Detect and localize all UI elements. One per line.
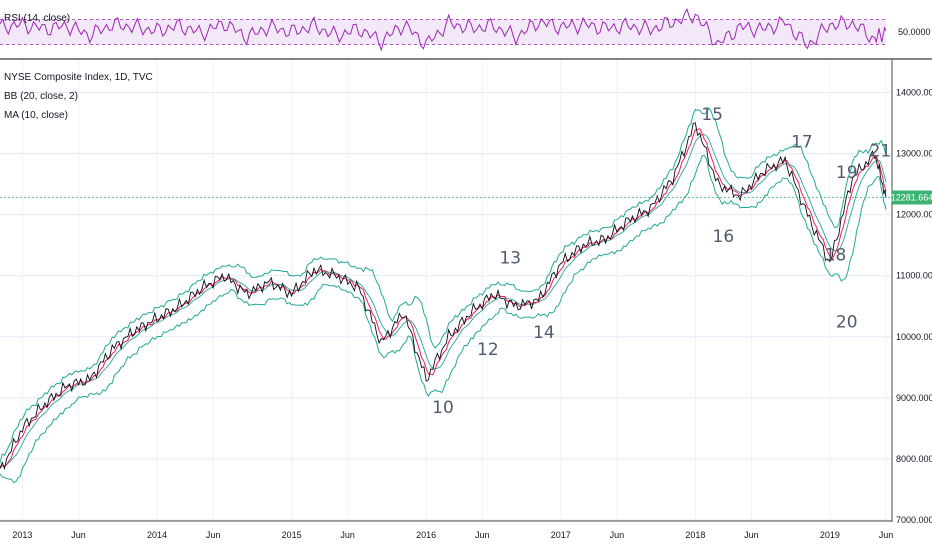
price-tick-label: 9000.000	[896, 393, 932, 403]
wave-label: 21	[870, 142, 892, 162]
rsi-pane[interactable]: RSI (14, close) 50.0000	[0, 7, 931, 52]
wave-label: 18	[825, 245, 847, 265]
time-tick-label: 2013	[12, 530, 32, 540]
last-price-tag: 12281.664	[891, 190, 932, 205]
wave-label: 15	[701, 105, 723, 125]
price-tick-label: 8000.000	[896, 454, 932, 464]
rsi-band	[0, 19, 886, 45]
bollinger-lower-band	[0, 154, 887, 483]
wave-label: 17	[791, 132, 813, 152]
price-tick-label: 12000.000	[896, 210, 932, 220]
main-title: NYSE Composite Index, 1D, TVC	[4, 72, 153, 83]
bollinger-middle-band	[0, 134, 887, 469]
price-tick-label: 13000.000	[896, 149, 932, 159]
wave-annotations: 10 12 13 14 15 16 17 18 19 20 21	[432, 105, 891, 418]
time-tick-label: Jun	[744, 530, 759, 540]
price-line	[0, 122, 887, 471]
rsi-title: RSI (14, close)	[4, 13, 70, 24]
price-tick-label: 7000.000	[896, 515, 932, 525]
wave-label: 10	[432, 398, 454, 418]
time-tick-label: Jun	[610, 530, 625, 540]
rsi-y-axis: 50.0000	[898, 27, 931, 37]
time-tick-label: Jun	[879, 530, 894, 540]
time-tick-label: Jun	[475, 530, 490, 540]
time-tick-label: Jun	[340, 530, 355, 540]
time-tick-label: 2015	[282, 530, 302, 540]
time-tick-label: 2017	[551, 530, 571, 540]
wave-label: 20	[836, 313, 858, 333]
wave-label: 14	[533, 323, 555, 343]
rsi-line	[0, 7, 887, 52]
last-price-value: 12281.664	[891, 192, 932, 202]
wave-label: 16	[713, 227, 735, 247]
time-tick-label: 2018	[685, 530, 705, 540]
time-tick-label: 2016	[416, 530, 436, 540]
rsi-tick-label: 50.0000	[898, 27, 931, 37]
bollinger-upper-band	[0, 107, 887, 464]
time-tick-label: 2019	[820, 530, 840, 540]
price-tick-label: 10000.000	[896, 332, 932, 342]
main-pane[interactable]: 12281.664 7000.000 8000.000 9000.000 10000.…	[0, 60, 932, 540]
time-tick-label: 2014	[147, 530, 167, 540]
time-axis: 2013 Jun 2014 Jun 2015 Jun 2016 Jun 2017 Jun 2018 J…	[12, 530, 893, 540]
grid	[0, 60, 892, 521]
time-tick-label: Jun	[206, 530, 221, 540]
wave-label: 19	[836, 163, 858, 183]
wave-label: 13	[499, 249, 521, 269]
legend-ma: MA (10, close)	[4, 110, 68, 121]
wave-label: 12	[477, 340, 499, 360]
price-tick-label: 14000.000	[896, 88, 932, 98]
price-axis: 7000.000 8000.000 9000.000 10000.000 11000.0…	[896, 88, 932, 525]
price-tick-label: 11000.000	[896, 271, 932, 281]
time-tick-label: Jun	[71, 530, 86, 540]
legend-bb: BB (20, close, 2)	[4, 91, 78, 102]
